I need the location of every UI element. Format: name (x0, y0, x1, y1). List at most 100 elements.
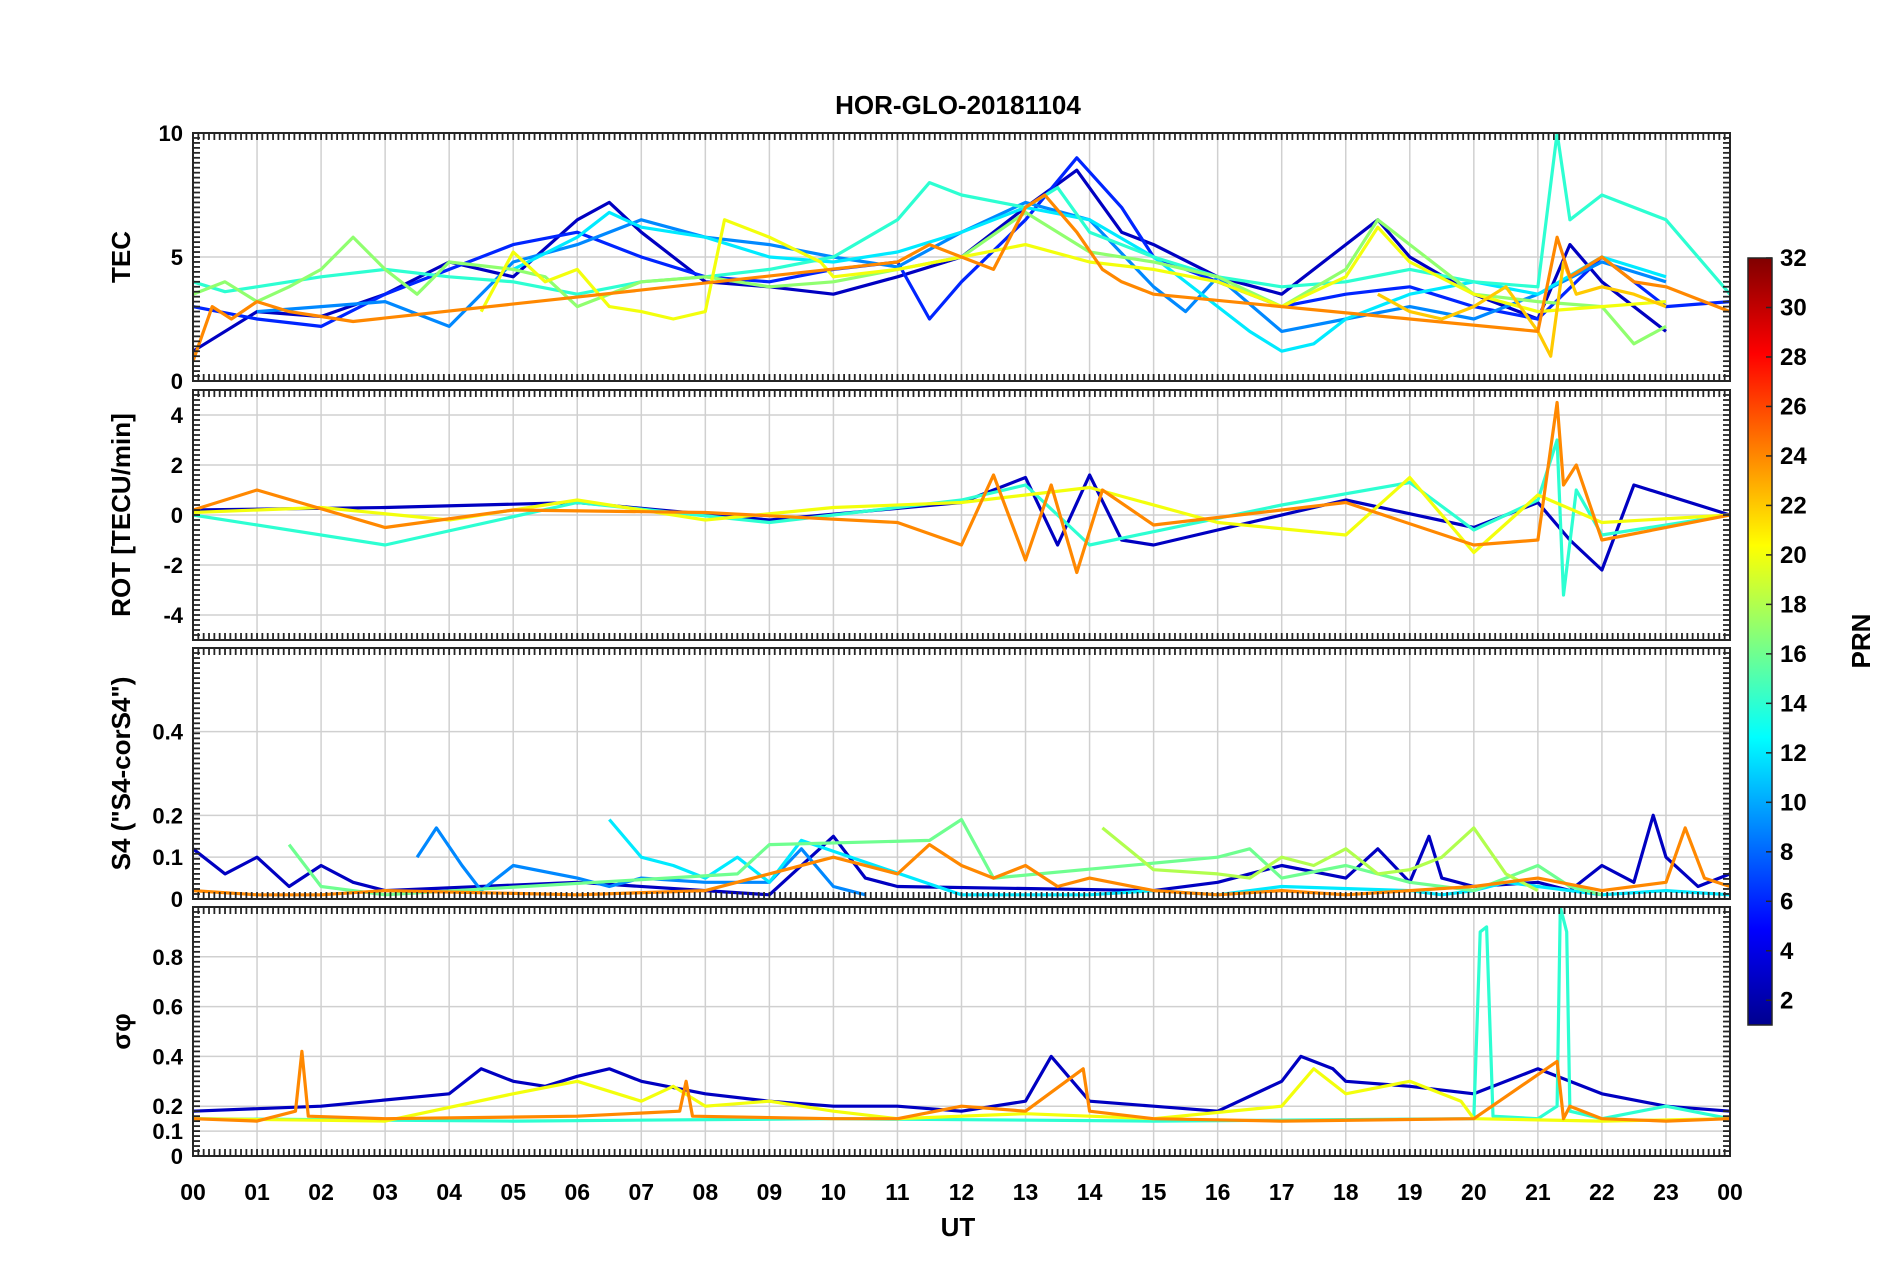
y-tick-label: 0 (171, 1144, 183, 1169)
y-tick-label: 0.2 (152, 1094, 183, 1119)
x-tick-label: 00 (180, 1179, 206, 1205)
x-tick-label: 03 (372, 1179, 398, 1205)
y-axis-label-sigma: σφ (106, 1013, 136, 1049)
x-tick-label: 21 (1525, 1179, 1551, 1205)
colorbar-tick-label: 28 (1780, 344, 1807, 371)
y-tick-label: 10 (159, 121, 183, 146)
x-tick-label: 01 (244, 1179, 270, 1205)
panel-sigma: 00.10.2 0.4 0.6 0.8 σφ (106, 906, 1731, 1169)
y-tick-label: 0 (171, 369, 183, 394)
x-tick-label: 07 (628, 1179, 654, 1205)
series-line-prn-24 (193, 400, 1730, 575)
colorbar-tick-label: 12 (1780, 740, 1807, 767)
y-tick-label: 0.8 (152, 945, 183, 970)
y-axis-label-s4: S4 ("S4-corS4") (106, 677, 136, 871)
colorbar-tick-label: 30 (1780, 294, 1807, 321)
series-line-prn-3 (193, 473, 1730, 572)
series-line-prn-24 (193, 193, 1730, 362)
y-tick-label: 0.6 (152, 995, 183, 1020)
y-axis-label-rot: ROT [TECU/min] (106, 413, 136, 617)
series-line-prn-12 (512, 205, 1667, 353)
colorbar-tick-label: 32 (1780, 245, 1807, 272)
colorbar-tick-label: 8 (1780, 839, 1793, 866)
chart-title: HOR-GLO-20181104 (835, 90, 1081, 120)
panel-frame (192, 906, 1731, 1157)
series-line-prn-14 (193, 907, 1730, 1123)
x-tick-label: 19 (1397, 1179, 1423, 1205)
x-tick-label: 11 (885, 1179, 910, 1205)
colorbar-tick-label: 10 (1780, 789, 1807, 816)
colorbar-tick-label: 6 (1780, 888, 1793, 915)
colorbar-gradient (1747, 257, 1773, 1026)
y-tick-label: 0 (171, 503, 183, 528)
minor-ticks (192, 906, 1731, 1157)
x-tick-label: 15 (1141, 1179, 1167, 1205)
series-line-prn-9 (415, 826, 866, 897)
panel-frame (192, 647, 1731, 900)
colorbar-tick-label: 22 (1780, 492, 1807, 519)
x-tick-label: 05 (500, 1179, 526, 1205)
x-tick-label: 06 (564, 1179, 590, 1205)
x-tick-label: 00 (1717, 1179, 1743, 1205)
minor-ticks (192, 389, 1731, 641)
x-tick-label: 23 (1653, 1179, 1679, 1205)
y-tick-label: -2 (163, 553, 183, 578)
colorbar-label: PRN (1846, 614, 1876, 669)
x-tick-label: 20 (1461, 1179, 1487, 1205)
colorbar-tick-label: 26 (1780, 393, 1807, 420)
panel-frame (192, 132, 1731, 382)
x-tick-label: 08 (693, 1179, 719, 1205)
x-tick-label: 17 (1269, 1179, 1295, 1205)
colorbar-tick-label: 14 (1780, 690, 1807, 717)
series-line-prn-3 (193, 813, 1730, 897)
x-tick-label: 04 (436, 1179, 462, 1205)
colorbar-tick-label: 24 (1780, 443, 1807, 470)
panel-s4: 0 0.1 0.2 0.4 S4 ("S4-corS4") (106, 647, 1731, 912)
x-tick-label: 13 (1013, 1179, 1039, 1205)
y-tick-label: 0.1 (152, 1119, 183, 1144)
colorbar-tick-label: 18 (1780, 591, 1807, 618)
colorbar-tick-label: 2 (1780, 987, 1793, 1014)
x-axis-label: UT (941, 1212, 976, 1242)
series-line-prn-20 (193, 1067, 1730, 1123)
series-line-prn-24 (193, 1049, 1730, 1123)
series-group (193, 907, 1730, 1123)
colorbar-tick-label: 20 (1780, 542, 1807, 569)
series-line-prn-18 (1101, 826, 1539, 893)
y-axis-label-tec: TEC (106, 231, 136, 283)
panel-tec: 0 5 10 TEC (106, 121, 1731, 394)
y-tick-label: 0.4 (152, 1044, 183, 1069)
minor-ticks (192, 132, 1731, 382)
x-tick-label: 22 (1589, 1179, 1615, 1205)
y-tick-label: 5 (171, 245, 183, 270)
y-tick-label: 2 (171, 453, 183, 478)
series-line-prn-14 (193, 133, 1730, 296)
colorbar-tick-label: 16 (1780, 641, 1807, 668)
y-tick-label: 0.4 (152, 720, 183, 745)
y-tick-label: -4 (163, 603, 183, 628)
panel-rot: -4 -2 0 2 4 ROT [TECU/min] (106, 389, 1731, 641)
x-tick-label: 16 (1205, 1179, 1231, 1205)
series-line-prn-17 (193, 210, 1667, 346)
y-tick-label: 4 (171, 403, 184, 428)
minor-ticks (192, 647, 1731, 900)
series-group (193, 400, 1730, 597)
colorbar-tick-label: 4 (1780, 938, 1794, 965)
y-tick-label: 0.1 (152, 845, 183, 870)
y-tick-label: 0.2 (152, 803, 183, 828)
x-tick-label: 10 (821, 1179, 847, 1205)
y-tick-label: 0 (171, 887, 183, 912)
x-tick-label: 12 (949, 1179, 975, 1205)
x-tick-label: 18 (1333, 1179, 1359, 1205)
series-line-prn-6 (193, 156, 1730, 328)
x-tick-label: 09 (757, 1179, 783, 1205)
x-tick-label: 14 (1077, 1179, 1103, 1205)
series-group (193, 133, 1730, 362)
series-line-prn-22 (1377, 260, 1667, 358)
panel-frame (192, 389, 1731, 641)
x-tick-labels: 00 01 02 03 04 05 06 07 08 09 10 11 12 13 14 15 16 17 18 19… (180, 1179, 1743, 1205)
x-tick-label: 02 (308, 1179, 334, 1205)
